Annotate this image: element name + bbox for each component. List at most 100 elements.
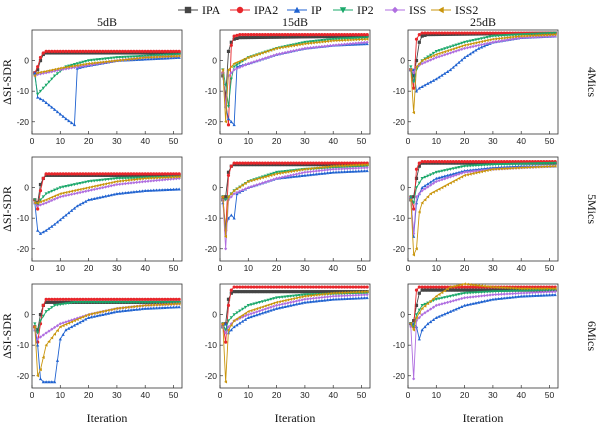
series-ip2 [409, 31, 557, 84]
data-point-ip [291, 174, 296, 178]
data-point-ip2 [272, 297, 276, 301]
data-point-ip2 [109, 56, 113, 60]
data-point-ipa2 [345, 285, 349, 289]
data-point-iss [437, 55, 441, 59]
data-point-ip2 [157, 300, 161, 304]
data-point-iss2 [89, 185, 93, 189]
data-point-iss2 [539, 286, 543, 291]
data-point-ipa2 [101, 172, 105, 176]
data-point-iss2 [522, 165, 526, 170]
data-point-ip [474, 301, 478, 305]
legend-label-ip: IP [311, 3, 322, 17]
data-point-ipa2 [112, 172, 116, 176]
data-point-iss [525, 291, 529, 295]
data-point-ip [275, 306, 279, 310]
data-point-ip2 [474, 38, 478, 42]
data-point-ip [283, 305, 287, 308]
data-point-iss2 [224, 234, 228, 239]
data-point-ip [550, 293, 554, 297]
data-point-iss2 [533, 33, 537, 38]
data-point-iss [115, 182, 119, 187]
data-point-ip2 [494, 163, 498, 167]
data-point-iss2 [160, 55, 164, 59]
data-point-ipa [303, 290, 307, 294]
data-point-iss2 [101, 182, 105, 187]
data-point-ipa [226, 49, 231, 54]
data-point-ipa [485, 288, 489, 292]
data-point-iss2 [496, 167, 500, 171]
data-point-ipa2 [325, 285, 330, 289]
data-point-ipa2 [479, 31, 484, 35]
data-point-ip2 [331, 37, 335, 41]
data-point-iss2 [67, 65, 71, 69]
y-tick-label: -10 [17, 340, 30, 350]
data-point-iss2 [249, 309, 253, 313]
data-point-ip2 [84, 59, 88, 63]
data-point-iss [530, 291, 535, 295]
data-point-ipa2 [443, 285, 447, 289]
data-point-iss2 [50, 336, 54, 340]
data-point-iss2 [272, 301, 276, 305]
data-point-iss [81, 190, 85, 194]
data-point-ip2 [533, 32, 537, 36]
data-point-iss2 [81, 62, 85, 67]
series-line-ip2 [34, 301, 180, 335]
data-point-ipa2 [325, 161, 330, 165]
data-point-ipa2 [260, 285, 265, 289]
data-point-iss2 [137, 304, 141, 308]
data-point-iss2 [294, 296, 298, 300]
series-line-ipa2 [222, 162, 368, 231]
data-point-iss2 [297, 295, 301, 300]
data-point-iss2 [485, 168, 489, 173]
data-point-ip2 [334, 37, 338, 41]
panel-4mics-15db: 0 10 20 30 40 50-20-100 [205, 29, 371, 146]
data-point-iss2 [513, 166, 517, 170]
data-point-ipa2 [101, 297, 105, 301]
data-point-ipa [238, 290, 242, 294]
data-point-ipa [280, 290, 284, 294]
y-axis-label: ΔSI-SDR [0, 59, 14, 105]
data-point-iss [300, 298, 304, 302]
data-point-ipa2 [89, 297, 94, 301]
data-point-ipa [423, 33, 427, 37]
data-point-iss2 [414, 247, 418, 251]
series-line-iss2 [222, 291, 368, 382]
series-line-ipa [222, 291, 368, 328]
data-point-ip2 [38, 198, 43, 202]
data-point-ip [448, 309, 453, 313]
data-point-ipa2 [166, 172, 170, 176]
data-point-iss2 [536, 33, 540, 37]
data-point-ip [457, 306, 461, 310]
data-point-ip [297, 174, 301, 178]
data-point-ip2 [50, 189, 54, 193]
data-point-iss2 [286, 170, 290, 174]
data-point-iss2 [140, 56, 144, 60]
series-ipa2 [33, 49, 181, 75]
data-point-ipa2 [468, 159, 472, 164]
column-title-15db: 15dB [282, 15, 308, 29]
data-point-ipa [44, 300, 48, 304]
data-point-ipa2 [174, 49, 178, 54]
data-point-ipa2 [229, 164, 233, 168]
data-point-ip [440, 313, 444, 317]
data-point-ip2 [84, 180, 88, 184]
data-point-ip [232, 123, 236, 127]
data-point-ipa [55, 300, 60, 304]
data-point-iss2 [224, 120, 228, 124]
data-point-ipa2 [342, 32, 347, 37]
data-point-iss [499, 292, 503, 296]
data-point-iss2 [446, 287, 449, 291]
legend-item-ipa: IPA [178, 3, 221, 17]
data-point-iss2 [275, 300, 278, 304]
data-point-ip [44, 228, 48, 232]
data-point-ipa [260, 35, 265, 39]
data-point-iss [129, 181, 133, 185]
data-point-ipa2 [294, 285, 299, 289]
data-point-ipa2 [311, 285, 315, 289]
data-point-ip [70, 208, 74, 212]
data-point-ipa2 [235, 161, 239, 165]
data-point-iss [545, 290, 549, 294]
data-point-ip2 [471, 39, 475, 42]
data-point-ip2 [328, 38, 332, 42]
data-point-iss [348, 42, 352, 46]
